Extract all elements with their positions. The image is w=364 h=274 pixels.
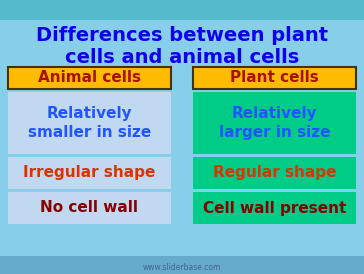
Text: Differences between plant
cells and animal cells: Differences between plant cells and anim…: [36, 26, 328, 67]
Text: Relatively
larger in size: Relatively larger in size: [219, 106, 330, 140]
FancyBboxPatch shape: [193, 192, 356, 224]
Text: Cell wall present: Cell wall present: [203, 201, 346, 215]
FancyBboxPatch shape: [8, 67, 171, 89]
FancyBboxPatch shape: [0, 0, 364, 20]
FancyBboxPatch shape: [193, 92, 356, 154]
Text: www.sliderbase.com: www.sliderbase.com: [143, 264, 221, 273]
FancyBboxPatch shape: [0, 256, 364, 274]
FancyBboxPatch shape: [193, 67, 356, 89]
Text: Animal cells: Animal cells: [38, 70, 141, 85]
Text: Irregular shape: Irregular shape: [23, 165, 156, 181]
Text: Relatively
smaller in size: Relatively smaller in size: [28, 106, 151, 140]
FancyBboxPatch shape: [8, 157, 171, 189]
Text: Plant cells: Plant cells: [230, 70, 319, 85]
FancyBboxPatch shape: [8, 192, 171, 224]
Text: No cell wall: No cell wall: [40, 201, 138, 215]
FancyBboxPatch shape: [8, 92, 171, 154]
Text: Regular shape: Regular shape: [213, 165, 336, 181]
FancyBboxPatch shape: [193, 157, 356, 189]
